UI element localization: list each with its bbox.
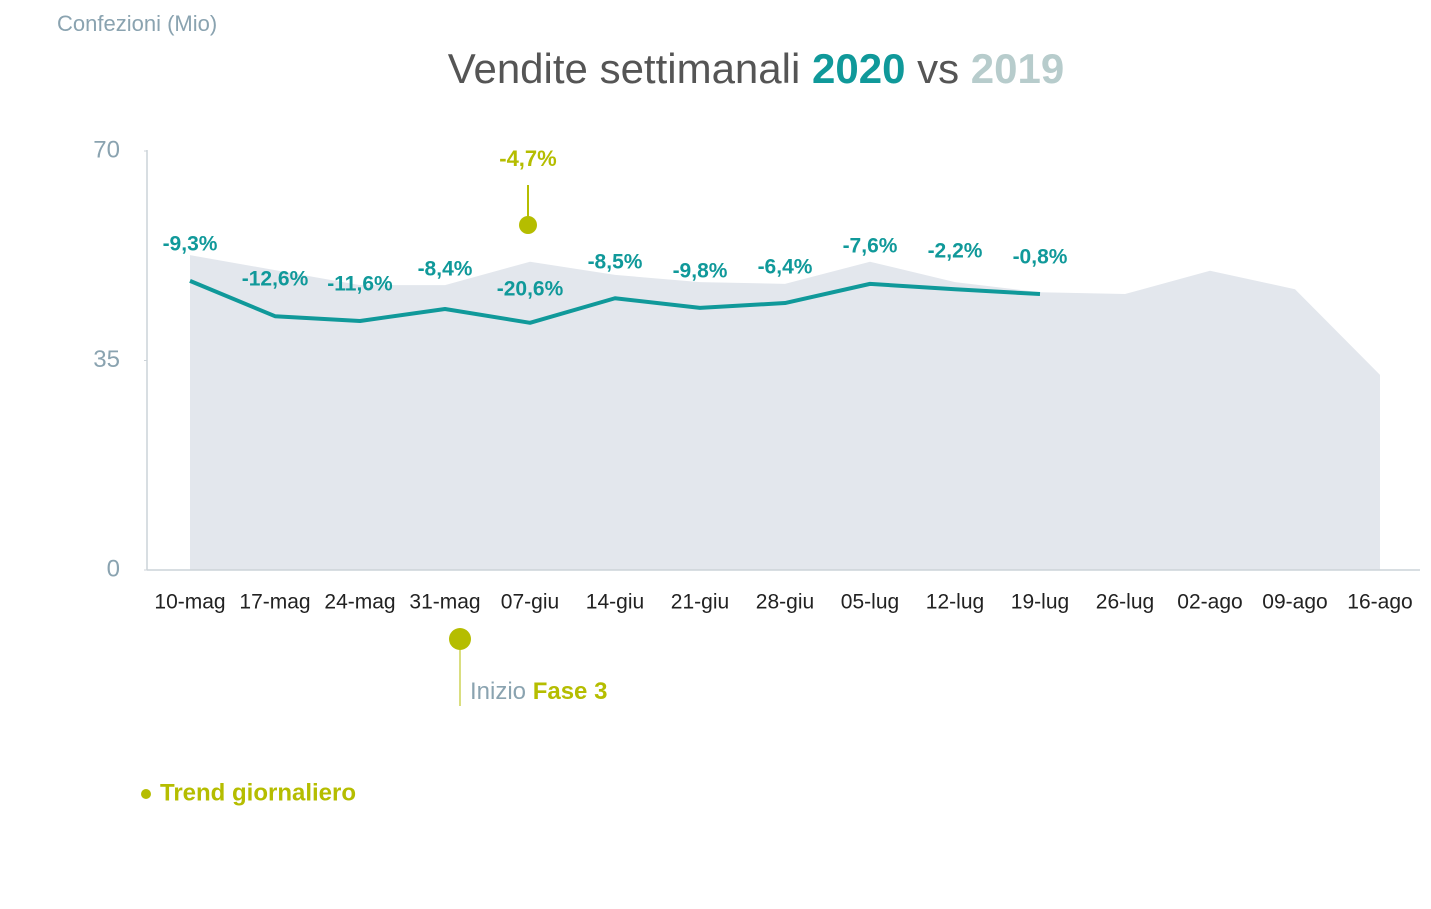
x-tick-label: 31-mag [409, 591, 480, 614]
x-tick-label: 07-giu [501, 591, 559, 614]
x-tick-label: 19-lug [1011, 591, 1069, 614]
y-tick-label: 70 [93, 136, 120, 163]
data-label: -20,6% [497, 278, 564, 301]
legend-label: Trend giornaliero [160, 779, 356, 806]
data-label: -0,8% [1013, 246, 1068, 269]
phase-note: Inizio Fase 3 [470, 678, 607, 705]
trend-pin [519, 216, 537, 234]
x-tick-label: 26-lug [1096, 591, 1154, 614]
title-text: vs [917, 45, 959, 92]
x-tick-label: 28-giu [756, 591, 814, 614]
data-label: -7,6% [843, 235, 898, 258]
y-tick-label: 35 [93, 346, 120, 373]
title-series: 2019 [971, 45, 1064, 92]
x-tick-label: 17-mag [239, 591, 310, 614]
x-tick-label: 12-lug [926, 591, 984, 614]
y-tick-label: 0 [107, 555, 120, 582]
data-label: -2,2% [928, 240, 983, 263]
phase-pin [449, 628, 471, 650]
data-label: -6,4% [758, 256, 813, 279]
title-series: 2020 [812, 45, 905, 92]
y-axis-label: Confezioni (Mio) [57, 11, 217, 36]
trend-label: -4,7% [499, 146, 556, 171]
plot [189, 255, 1380, 570]
x-tick-label: 14-giu [586, 591, 644, 614]
data-label: -12,6% [242, 268, 309, 291]
chart-title: Vendite settimanali 2020 vs 2019 [448, 45, 1064, 92]
line-2020 [189, 279, 1041, 325]
phase-highlight: Fase 3 [533, 678, 608, 705]
x-tick-label: 02-ago [1177, 591, 1242, 614]
x-tick-label: 16-ago [1347, 591, 1412, 614]
data-label: -8,4% [418, 258, 473, 281]
phase-prefix: Inizio [470, 678, 526, 705]
data-label: -11,6% [327, 273, 393, 296]
x-tick-label: 09-ago [1262, 591, 1327, 614]
title-text: Vendite settimanali [448, 45, 801, 92]
x-tick-label: 05-lug [841, 591, 899, 614]
legend-marker [141, 789, 151, 799]
x-tick-label: 21-giu [671, 591, 729, 614]
data-label: -9,8% [673, 260, 728, 283]
x-tick-label: 10-mag [154, 591, 225, 614]
data-label: -8,5% [588, 251, 643, 274]
x-tick-label: 24-mag [324, 591, 395, 614]
area-2019 [190, 255, 1380, 570]
data-label: -9,3% [163, 233, 218, 256]
